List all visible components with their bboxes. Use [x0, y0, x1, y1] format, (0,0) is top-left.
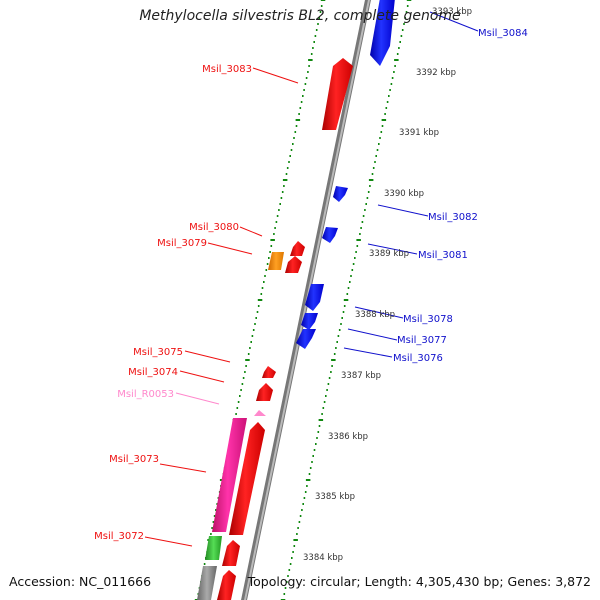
ruler-label: 3393 kbp: [432, 7, 472, 17]
gene-msil-3080[interactable]: [290, 241, 305, 256]
leader-line-r0053: [175, 392, 220, 405]
leader-lines-right: [343, 11, 479, 358]
leader-lines-left: [144, 67, 299, 547]
gene-gray-fragment: [197, 566, 217, 600]
accession-label: Accession: NC_011666: [9, 574, 152, 589]
ruler-label: 3387 kbp: [341, 371, 381, 381]
gene-msil-3079[interactable]: [285, 256, 302, 273]
gene-label-msil-3081[interactable]: Msil_3081: [418, 250, 468, 261]
ruler-labels: 3393 kbp 3392 kbp 3391 kbp 3390 kbp 3389…: [303, 7, 472, 563]
gene-msil-3073[interactable]: [229, 422, 265, 535]
gene-label-msil-3073[interactable]: Msil_3073: [109, 454, 159, 465]
gene-msil-3076[interactable]: [296, 329, 316, 349]
gene-msil-3082[interactable]: [333, 186, 348, 202]
ruler-label: 3389 kbp: [369, 249, 409, 259]
gene-msil-3077[interactable]: [301, 313, 318, 330]
gene-msil-3072-green[interactable]: [205, 536, 222, 560]
ruler-label: 3391 kbp: [399, 128, 439, 138]
gene-label-msil-r0053[interactable]: Msil_R0053: [117, 389, 174, 400]
gene-msil-3074[interactable]: [256, 383, 273, 401]
gene-labels-right: Msil_3084 Msil_3082 Msil_3081 Msil_3078 …: [393, 28, 528, 364]
gene-shapes: [197, 58, 353, 600]
gene-label-msil-3074[interactable]: Msil_3074: [128, 367, 178, 378]
gene-label-msil-3077[interactable]: Msil_3077: [397, 335, 447, 346]
ruler-label: 3385 kbp: [315, 492, 355, 502]
gene-label-msil-3084[interactable]: Msil_3084: [478, 28, 528, 39]
ruler-label: 3388 kbp: [355, 310, 395, 320]
genome-title: Methylocella silvestris BL2, complete ge…: [139, 8, 461, 24]
gene-label-msil-3083[interactable]: Msil_3083: [202, 64, 252, 75]
ruler-label: 3392 kbp: [416, 68, 456, 78]
ruler-label: 3384 kbp: [303, 553, 343, 563]
ruler-label: 3390 kbp: [384, 189, 424, 199]
gene-label-msil-3076[interactable]: Msil_3076: [393, 353, 443, 364]
tick-tracks: [194, 0, 412, 600]
gene-label-msil-3079[interactable]: Msil_3079: [157, 238, 207, 249]
gene-red-fragment: [217, 570, 236, 600]
gene-label-msil-3075[interactable]: Msil_3075: [133, 347, 183, 358]
gene-labels-left: Msil_3083 Msil_3080 Msil_3079 Msil_3075 …: [94, 64, 252, 542]
gene-shapes-right: [296, 0, 395, 349]
gene-msil-r0053[interactable]: [254, 410, 266, 416]
gene-msil-3081[interactable]: [322, 227, 338, 243]
gene-msil-3078[interactable]: [305, 284, 324, 311]
gene-msil-3072[interactable]: [222, 540, 240, 566]
gene-label-msil-3080[interactable]: Msil_3080: [189, 222, 239, 233]
gene-msil-3084[interactable]: [370, 0, 395, 66]
gene-msil-3073-pink[interactable]: [212, 418, 247, 532]
gene-msil-3079-orange[interactable]: [268, 252, 284, 270]
gene-msil-3083[interactable]: [322, 58, 353, 130]
gene-label-msil-3078[interactable]: Msil_3078: [403, 314, 453, 325]
ruler-label: 3386 kbp: [328, 432, 368, 442]
gene-msil-3075[interactable]: [262, 366, 276, 378]
gene-label-msil-3072[interactable]: Msil_3072: [94, 531, 144, 542]
gene-label-msil-3082[interactable]: Msil_3082: [428, 212, 478, 223]
genome-summary: Topology: circular; Length: 4,305,430 bp…: [247, 574, 591, 589]
